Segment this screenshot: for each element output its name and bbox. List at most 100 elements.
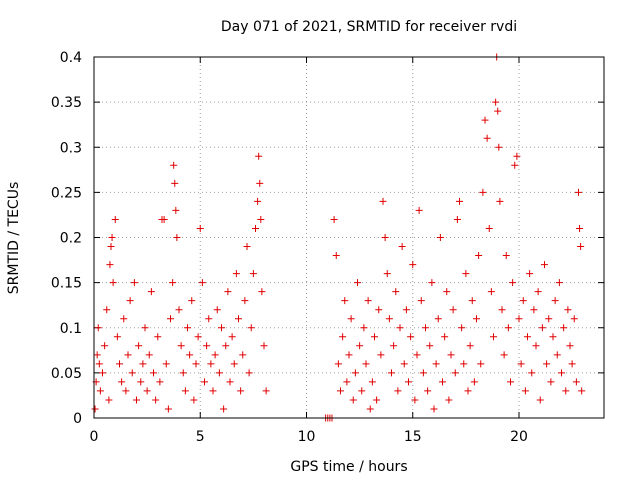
data-point [479, 188, 487, 196]
data-point [156, 378, 164, 386]
data-point [366, 405, 374, 413]
data-point [252, 224, 259, 232]
data-points [91, 53, 586, 422]
data-point [249, 270, 257, 278]
data-point [255, 152, 263, 160]
data-point [332, 252, 340, 260]
data-point [205, 315, 213, 323]
data-point [358, 387, 366, 395]
data-point [201, 378, 208, 386]
plot-frame [93, 56, 605, 419]
data-point [494, 107, 502, 115]
data-point [94, 324, 102, 332]
data-point [247, 324, 255, 332]
data-point [538, 324, 546, 332]
data-point [124, 351, 132, 359]
data-point [381, 234, 389, 241]
data-point [341, 297, 349, 305]
data-point [347, 315, 355, 323]
data-point [464, 387, 472, 395]
data-point [549, 333, 557, 341]
y-tick-label: 0.4 [60, 50, 82, 66]
data-point [543, 360, 551, 368]
data-point [128, 369, 136, 377]
data-point [379, 197, 387, 205]
data-point [532, 342, 540, 350]
data-point [196, 224, 204, 232]
data-point [256, 179, 264, 187]
data-point [101, 342, 109, 350]
data-point [130, 279, 138, 287]
data-point [150, 369, 157, 377]
data-point [181, 387, 189, 395]
tick-labels: 0 5 10 15 20 0 0.05 0.1 0.15 0.2 0.25 0.3 0.35 0.4 [51, 50, 528, 445]
data-point [521, 387, 529, 395]
data-point [99, 369, 106, 377]
data-point [417, 297, 425, 305]
data-point [239, 351, 247, 359]
data-point [432, 360, 440, 368]
y-axis-label: SRMTID / TECUs [6, 182, 22, 295]
y-tick-label: 0.1 [60, 321, 82, 337]
data-point [468, 297, 476, 305]
data-point [139, 360, 147, 368]
data-point [152, 396, 160, 404]
data-point [445, 396, 453, 404]
data-point [179, 369, 187, 377]
data-point [568, 360, 576, 368]
data-point [481, 116, 489, 124]
data-point [143, 387, 151, 395]
data-point [500, 351, 508, 359]
data-point [167, 315, 174, 323]
data-point [173, 234, 181, 241]
data-point [356, 342, 364, 350]
data-point [241, 297, 249, 305]
data-point [91, 405, 99, 413]
y-tick-label: 0.3 [60, 140, 82, 156]
data-point [215, 369, 223, 377]
data-point [541, 261, 548, 269]
data-point [390, 342, 398, 350]
data-point [536, 396, 544, 404]
data-point [137, 378, 145, 386]
data-point [237, 387, 245, 395]
data-point [106, 261, 114, 269]
data-point [245, 369, 253, 377]
data-point [475, 252, 483, 260]
data-point [553, 351, 561, 359]
data-point [184, 324, 191, 332]
data-point [394, 387, 402, 395]
data-point [360, 324, 368, 332]
data-point [343, 378, 351, 386]
data-point [133, 396, 140, 404]
data-point [222, 342, 230, 350]
y-tick-label: 0 [73, 411, 82, 427]
data-point [511, 161, 519, 169]
data-point [120, 315, 128, 323]
data-point [368, 378, 376, 386]
data-point [95, 360, 103, 368]
data-point [375, 306, 383, 314]
data-point [96, 387, 104, 395]
data-point [551, 297, 559, 305]
data-point [534, 288, 542, 296]
grid-lines [94, 57, 604, 418]
data-point [351, 369, 359, 377]
data-point [186, 351, 194, 359]
data-point [453, 215, 461, 223]
data-point [354, 279, 361, 287]
data-point [526, 270, 534, 278]
data-point [485, 224, 493, 232]
data-point [177, 342, 185, 350]
data-point [126, 297, 134, 305]
data-point [111, 215, 119, 223]
data-point [243, 243, 251, 251]
y-tick-label: 0.05 [51, 366, 82, 382]
data-point [154, 333, 162, 341]
data-point [220, 405, 228, 413]
data-point [509, 279, 517, 287]
data-point [515, 315, 523, 323]
data-point [424, 387, 432, 395]
data-point [555, 279, 563, 287]
